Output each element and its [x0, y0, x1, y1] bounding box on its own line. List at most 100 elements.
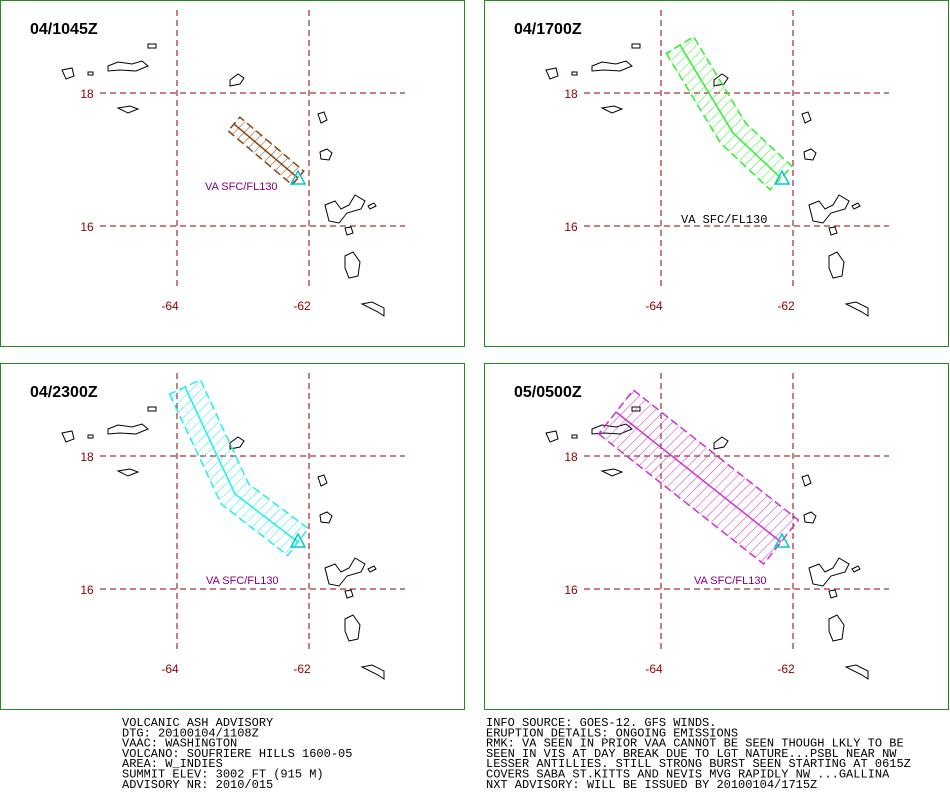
- volcano-marker: [289, 169, 307, 185]
- latitude-label: 18: [80, 450, 94, 464]
- map-panel: 18 16 -64 -62 05/0500Z VA SFC/FL130: [484, 363, 949, 710]
- island: [116, 105, 140, 114]
- advisory-line: SEEN IN VIS AT DAY BREAK DUE TO LGT NATU…: [486, 747, 897, 761]
- island: [808, 557, 850, 587]
- island: [324, 557, 366, 587]
- longitude-label: -64: [161, 662, 179, 676]
- map-panel: 18 16 -64 -62 04/1700Z VA SFC/FL130: [484, 0, 949, 347]
- latitude-label: 18: [564, 87, 578, 101]
- island: [591, 60, 633, 72]
- island: [229, 73, 245, 87]
- panel-time: 05/0500Z: [514, 384, 582, 401]
- panel-border: [484, 0, 949, 347]
- advisory-line: RMK: VA SEEN IN PRIOR VAA CANNOT BE SEEN…: [486, 737, 904, 751]
- island: [600, 105, 624, 114]
- panel-time: 04/1045Z: [30, 21, 98, 38]
- panel-time: 04/1700Z: [514, 21, 582, 38]
- volcano-marker: [773, 532, 791, 548]
- advisory-line: COVERS SABA ST.KITTS AND NEVIS MVG RAPID…: [486, 768, 890, 782]
- advisory-line: LESSER ANTILLIES. STILL STRONG BURST SEE…: [486, 757, 911, 771]
- island: [116, 468, 140, 477]
- island: [801, 111, 812, 124]
- volcano-marker: [773, 169, 791, 185]
- island: [147, 406, 157, 412]
- panel-border: [0, 0, 465, 347]
- longitude-label: -62: [293, 662, 311, 676]
- island: [317, 474, 328, 487]
- island: [828, 251, 845, 279]
- ash-plume: [168, 378, 310, 557]
- island: [319, 148, 333, 161]
- plume-label: VA SFC/FL130: [205, 181, 278, 193]
- island: [87, 434, 94, 439]
- longitude-label: -64: [645, 662, 663, 676]
- map-panel: 18 16 -64 -62 04/1045Z VA SFC/FL130: [0, 0, 465, 347]
- latitude-label: 16: [80, 583, 94, 597]
- advisory-line: VAAC: WASHINGTON: [122, 737, 237, 751]
- panel-time: 04/2300Z: [30, 384, 98, 401]
- island: [801, 474, 812, 487]
- island: [107, 60, 149, 72]
- island: [631, 43, 641, 49]
- longitude-label: -62: [777, 662, 795, 676]
- island: [61, 67, 75, 80]
- island: [317, 111, 328, 124]
- advisory-line: DTG: 20100104/1108Z: [122, 726, 259, 740]
- plume-axis: [233, 123, 299, 179]
- latitude-label: 16: [564, 583, 578, 597]
- plume-label: VA SFC/FL130: [681, 213, 767, 227]
- island: [107, 423, 149, 435]
- advisory-line: INFO SOURCE: GOES-12. GFS WINDS.: [486, 716, 716, 730]
- island: [803, 511, 817, 524]
- plume-label: VA SFC/FL130: [694, 575, 767, 587]
- island: [545, 430, 559, 443]
- island: [344, 589, 354, 599]
- island: [319, 511, 333, 524]
- island: [828, 614, 845, 642]
- island: [713, 436, 729, 450]
- island: [844, 301, 869, 317]
- longitude-label: -64: [645, 299, 663, 313]
- volcano-marker: [289, 532, 307, 548]
- panel-border: [0, 363, 465, 710]
- island: [803, 148, 817, 161]
- island: [571, 71, 578, 76]
- island: [324, 194, 366, 224]
- island: [844, 664, 869, 680]
- island: [571, 434, 578, 439]
- island: [828, 226, 838, 236]
- island: [828, 589, 838, 599]
- island: [808, 194, 850, 224]
- island: [367, 565, 377, 573]
- latitude-label: 18: [564, 450, 578, 464]
- panel-border: [484, 363, 949, 710]
- island: [344, 251, 361, 279]
- plume-axis: [184, 386, 299, 543]
- latitude-label: 16: [80, 220, 94, 234]
- advisory-line: ERUPTION DETAILS: ONGOING EMISSIONS: [486, 726, 738, 740]
- island: [851, 202, 861, 210]
- island: [360, 664, 385, 680]
- island: [545, 67, 559, 80]
- island: [600, 468, 624, 477]
- island: [851, 565, 861, 573]
- map-panel: 18 16 -64 -62 04/2300Z VA SFC/FL130: [0, 363, 465, 710]
- longitude-label: -62: [293, 299, 311, 313]
- island: [344, 614, 361, 642]
- island: [344, 226, 354, 236]
- longitude-label: -64: [161, 299, 179, 313]
- plume-axis: [615, 411, 782, 543]
- advisory-line: VOLCANO: SOUFRIERE HILLS 1600-05: [122, 747, 352, 761]
- advisory-line: ADVISORY NR: 2010/015: [122, 778, 273, 792]
- longitude-label: -62: [777, 299, 795, 313]
- island: [61, 430, 75, 443]
- island: [87, 71, 94, 76]
- plume-label: VA SFC/FL130: [206, 575, 279, 587]
- advisory-line: AREA: W_INDIES: [122, 757, 223, 771]
- latitude-label: 16: [564, 220, 578, 234]
- latitude-label: 18: [80, 87, 94, 101]
- advisory-line: NXT ADVISORY: WILL BE ISSUED BY 20100104…: [486, 778, 817, 792]
- advisory-line: VOLCANIC ASH ADVISORY: [122, 716, 273, 730]
- advisory-line: SUMMIT ELEV: 3002 FT (915 M): [122, 768, 324, 782]
